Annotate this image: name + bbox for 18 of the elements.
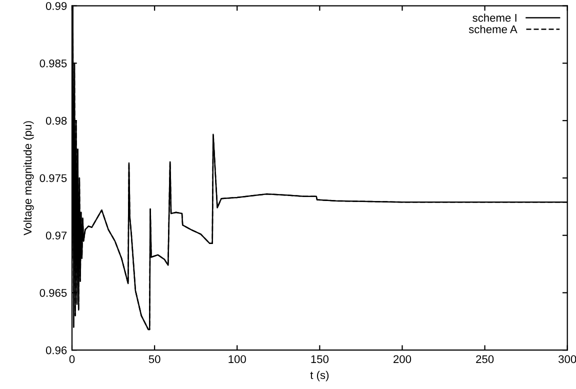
x-tick-label: 300 [558,355,576,364]
x-tick-label: 50 [148,355,160,364]
x-tick-label: 100 [228,355,246,364]
x-tick-label: 0 [69,355,75,364]
y-tick-label: 0.97 [46,232,67,240]
y-tick-label: 0.975 [40,174,67,182]
y-tick-label: 0.965 [40,288,67,297]
x-tick-label: 250 [476,355,494,364]
y-axis-title: Voltage magnitude (pu) [23,121,34,236]
x-tick-label: 150 [311,355,329,364]
x-axis-title: t (s) [310,370,329,382]
y-tick-label: 0.98 [46,116,67,125]
legend-label: scheme A [468,25,518,34]
y-tick-label: 0.99 [46,2,67,10]
y-tick-label: 0.96 [46,346,67,354]
legend-label: scheme I [472,14,516,22]
x-tick-label: 200 [394,355,412,364]
y-tick-label: 0.985 [40,59,67,68]
